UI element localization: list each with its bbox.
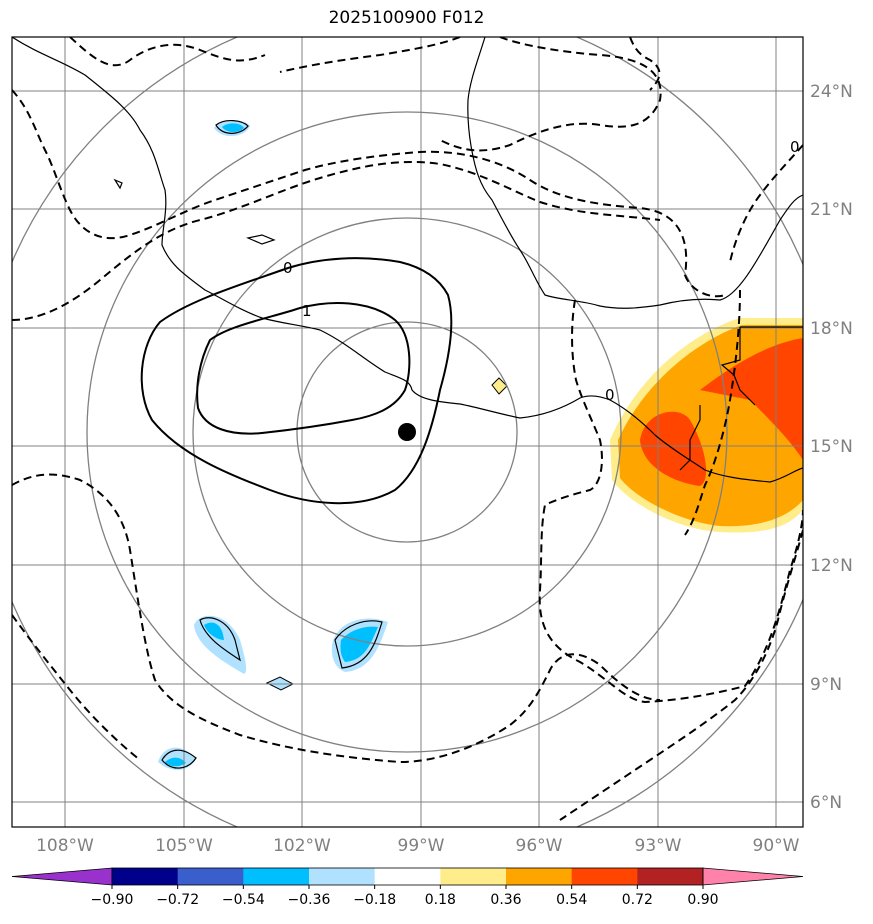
contour-label-0-coast: 0	[605, 386, 615, 404]
lat-label: 21°N	[810, 200, 853, 220]
colorbar-tick-label: 0.54	[556, 892, 587, 908]
map-title: 2025100900 F012	[328, 8, 485, 28]
lon-label: 105°W	[155, 836, 213, 856]
graticule	[12, 37, 803, 827]
lon-label: 96°W	[516, 836, 563, 856]
colorbar-segment	[177, 868, 244, 885]
lat-label: 18°N	[810, 319, 853, 339]
lon-label: 93°W	[635, 836, 682, 856]
map-frame	[11, 36, 804, 828]
colorbar-extend-high	[702, 867, 804, 886]
lon-label: 102°W	[273, 836, 331, 856]
lon-label: 99°W	[398, 836, 445, 856]
lat-label: 12°N	[810, 556, 853, 576]
colorbar-tick-label: 0.18	[425, 892, 456, 908]
colorbar-extend-low	[11, 867, 113, 886]
storm-center-marker	[398, 423, 416, 441]
latitude-labels: 24°N 21°N 18°N 15°N 12°N 9°N 6°N	[810, 82, 853, 813]
colorbar-tick-label: −0.54	[222, 892, 265, 908]
colorbar-frame	[111, 867, 704, 886]
colorbar-tick-label: −0.90	[91, 892, 134, 908]
colorbar-segment	[112, 868, 179, 885]
colorbar-segment	[374, 868, 441, 885]
colorbar-segment	[440, 868, 507, 885]
colorbar-segment	[243, 868, 310, 885]
lat-label: 6°N	[810, 793, 842, 813]
coastlines	[12, 37, 803, 769]
colorbar-segment	[506, 868, 573, 885]
lat-label: 24°N	[810, 82, 853, 102]
colorbar-tick-label: 0.72	[622, 892, 653, 908]
lat-label: 9°N	[810, 675, 842, 695]
contour-label-0: 0	[283, 259, 293, 277]
colorbar-tick-label: −0.36	[288, 892, 331, 908]
colorbar: −0.90 −0.72 −0.54 −0.36 −0.18 0.18 0.36 0.54 0.7…	[11, 867, 804, 908]
colorbar-tick-label: 0.36	[490, 892, 521, 908]
colorbar-segment	[637, 868, 704, 885]
colorbar-tick-label: −0.18	[353, 892, 396, 908]
dashed-contours	[12, 37, 803, 821]
lon-label: 90°W	[753, 836, 800, 856]
colorbar-tick-label: 0.90	[687, 892, 718, 908]
contour-label-1: 1	[302, 302, 312, 320]
range-rings	[12, 37, 803, 827]
solid-contours	[140, 257, 453, 505]
colorbar-segment	[571, 868, 638, 885]
lon-label: 108°W	[36, 836, 94, 856]
lat-label: 15°N	[810, 437, 853, 457]
longitude-labels: 108°W 105°W 102°W 99°W 96°W 93°W 90°W	[36, 836, 800, 856]
colorbar-segment	[309, 868, 376, 885]
contour-label-0-east: 0	[790, 138, 800, 156]
colorbar-tick-label: −0.72	[156, 892, 199, 908]
